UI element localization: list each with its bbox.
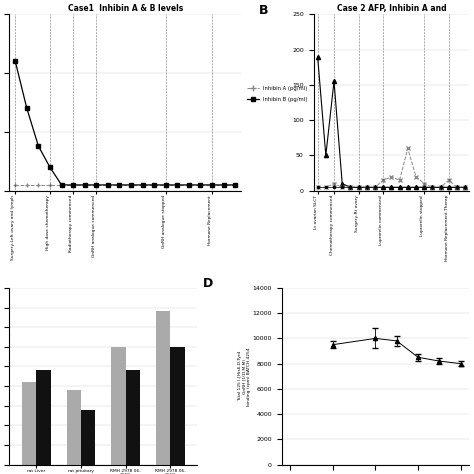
Bar [156, 311, 170, 465]
Text: B: B [259, 4, 269, 17]
Legend: Inhibin A (pg/ml), Inhibin B (pg/ml): Inhibin A (pg/ml), Inhibin B (pg/ml) [245, 83, 310, 104]
Title: Case1  Inhibin A & B levels: Case1 Inhibin A & B levels [67, 4, 183, 13]
Bar [36, 370, 51, 465]
Bar [111, 347, 126, 465]
Bar [22, 382, 36, 465]
Title: Case 2 AFP, Inhibin A and: Case 2 AFP, Inhibin A and [337, 4, 446, 13]
Y-axis label: Total 125 I-[His6,D-Tyr4
GnRH ]1(D.M.M)
binding (cpm) BATCH 4254: Total 125 I-[His6,D-Tyr4 GnRH ]1(D.M.M) … [238, 347, 251, 406]
Bar [170, 347, 185, 465]
Text: D: D [203, 277, 213, 291]
Bar [126, 370, 140, 465]
Bar [81, 410, 95, 465]
Bar [67, 390, 81, 465]
